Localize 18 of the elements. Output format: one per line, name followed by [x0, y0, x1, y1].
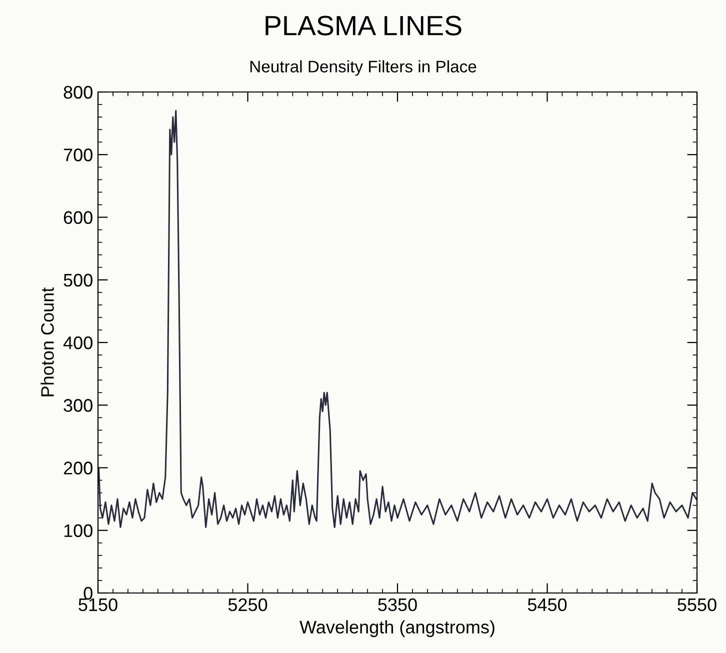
x-tick-label: 5550: [678, 598, 716, 612]
chart-subtitle: Neutral Density Filters in Place: [250, 60, 476, 76]
y-tick-label: 400: [63, 336, 92, 350]
y-tick-label: 500: [64, 274, 92, 287]
y-tick-label: 0: [84, 586, 92, 600]
y-axis-title: Photon Count: [40, 287, 54, 396]
x-axis-title: Wavelength (angstroms): [300, 620, 494, 638]
x-tick-label: 5250: [228, 598, 268, 612]
y-tick-label: 200: [64, 462, 92, 474]
y-tick-label: 700: [64, 148, 92, 162]
x-tick-label: 5150: [78, 598, 118, 612]
y-tick-label: 300: [64, 399, 92, 412]
chart-title: PLASMA LINES: [266, 16, 462, 36]
x-tick-label: 5350: [378, 598, 417, 612]
x-tick-label: 5450: [528, 598, 567, 612]
y-tick-label: 800: [64, 86, 92, 99]
y-tick-label: 600: [64, 211, 92, 224]
y-tick-label: 100: [64, 524, 92, 538]
